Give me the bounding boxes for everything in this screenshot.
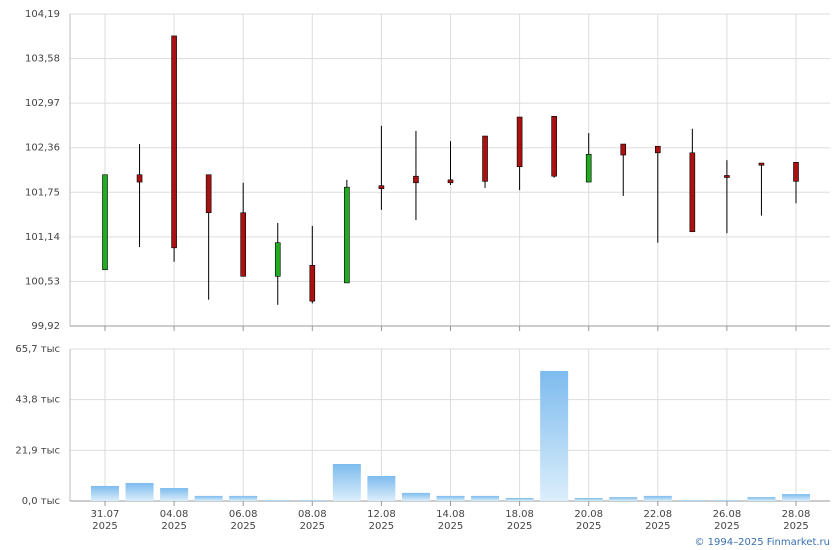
x-tick-label: 22.08 [643,509,672,520]
candle-body [585,153,592,183]
candle-body [516,116,523,168]
candle-body [654,145,661,154]
volume-bar [747,497,776,501]
volume-bar [160,488,189,501]
y-tick-label: 65,7 тыс [15,344,60,355]
x-tick-year: 2025 [300,521,325,532]
y-tick-label: 103,58 [25,54,60,65]
x-tick-year: 2025 [645,521,670,532]
y-tick-label: 102,97 [25,98,60,109]
volume-bar [609,497,638,501]
candle-body [620,143,627,156]
x-tick-label: 06.08 [229,509,258,520]
candle-body [274,242,281,277]
y-tick-label: 102,36 [25,143,60,154]
volume-bar [782,494,810,501]
x-tick-label: 18.08 [505,509,534,520]
y-tick-label: 21,9 тыс [15,445,60,456]
volume-bar [401,492,430,501]
candle-body [205,174,212,214]
volume-bar [436,495,465,501]
candle-body [344,186,350,284]
candle-body [724,175,730,178]
volume-bar [540,370,569,501]
candle-body [171,35,177,249]
volume-bar [367,476,396,501]
candle-body [136,174,143,183]
candle-body [240,212,246,277]
candle-body [482,135,488,182]
x-tick-year: 2025 [714,521,739,532]
candle-body [447,179,454,184]
y-tick-label: 101,75 [25,187,60,198]
x-tick-year: 2025 [507,521,532,532]
y-tick-label: 99,92 [31,321,60,332]
candle-body [551,115,557,177]
candle-body [309,265,316,302]
volume-bar [574,497,603,501]
volume-bar [643,495,672,501]
x-tick-label: 31.07 [91,509,120,520]
volume-bar [505,497,534,501]
candle-body [689,152,696,233]
x-tick-year: 2025 [161,521,186,532]
x-tick-year: 2025 [230,521,255,532]
x-tick-label: 08.08 [298,509,327,520]
volume-bar [298,500,327,501]
volume-bar [194,495,223,501]
y-tick-label: 0,0 тыс [22,496,60,507]
y-tick-label: 101,14 [25,232,60,243]
x-tick-label: 12.08 [367,509,396,520]
x-tick-year: 2025 [369,521,394,532]
y-tick-label: 100,53 [25,276,60,287]
candle-body [378,185,385,189]
y-tick-label: 43,8 тыс [15,395,60,406]
volume-bar [712,500,741,501]
candle-body [793,162,799,182]
x-tick-label: 20.08 [574,509,603,520]
x-tick-year: 2025 [438,521,463,532]
x-tick-label: 04.08 [160,509,189,520]
volume-bar [229,495,258,501]
x-tick-label: 26.08 [713,509,742,520]
candle-body [758,162,765,166]
x-tick-label: 14.08 [436,509,465,520]
footer[interactable]: © 1994–2025 Finmarket.ru [694,537,830,548]
x-tick-year: 2025 [576,521,601,532]
y-tick-label: 104,19 [25,9,60,20]
volume-bar [471,495,500,501]
x-tick-label: 28.08 [782,509,811,520]
volume-bar [125,482,154,501]
volume-bar [332,463,361,501]
volume-bar [91,485,119,501]
candle-body [413,175,419,184]
x-tick-year: 2025 [783,521,808,532]
x-tick-year: 2025 [92,521,117,532]
volume-bar [678,500,707,501]
candle-body [102,174,108,271]
volume-bar [263,500,292,501]
